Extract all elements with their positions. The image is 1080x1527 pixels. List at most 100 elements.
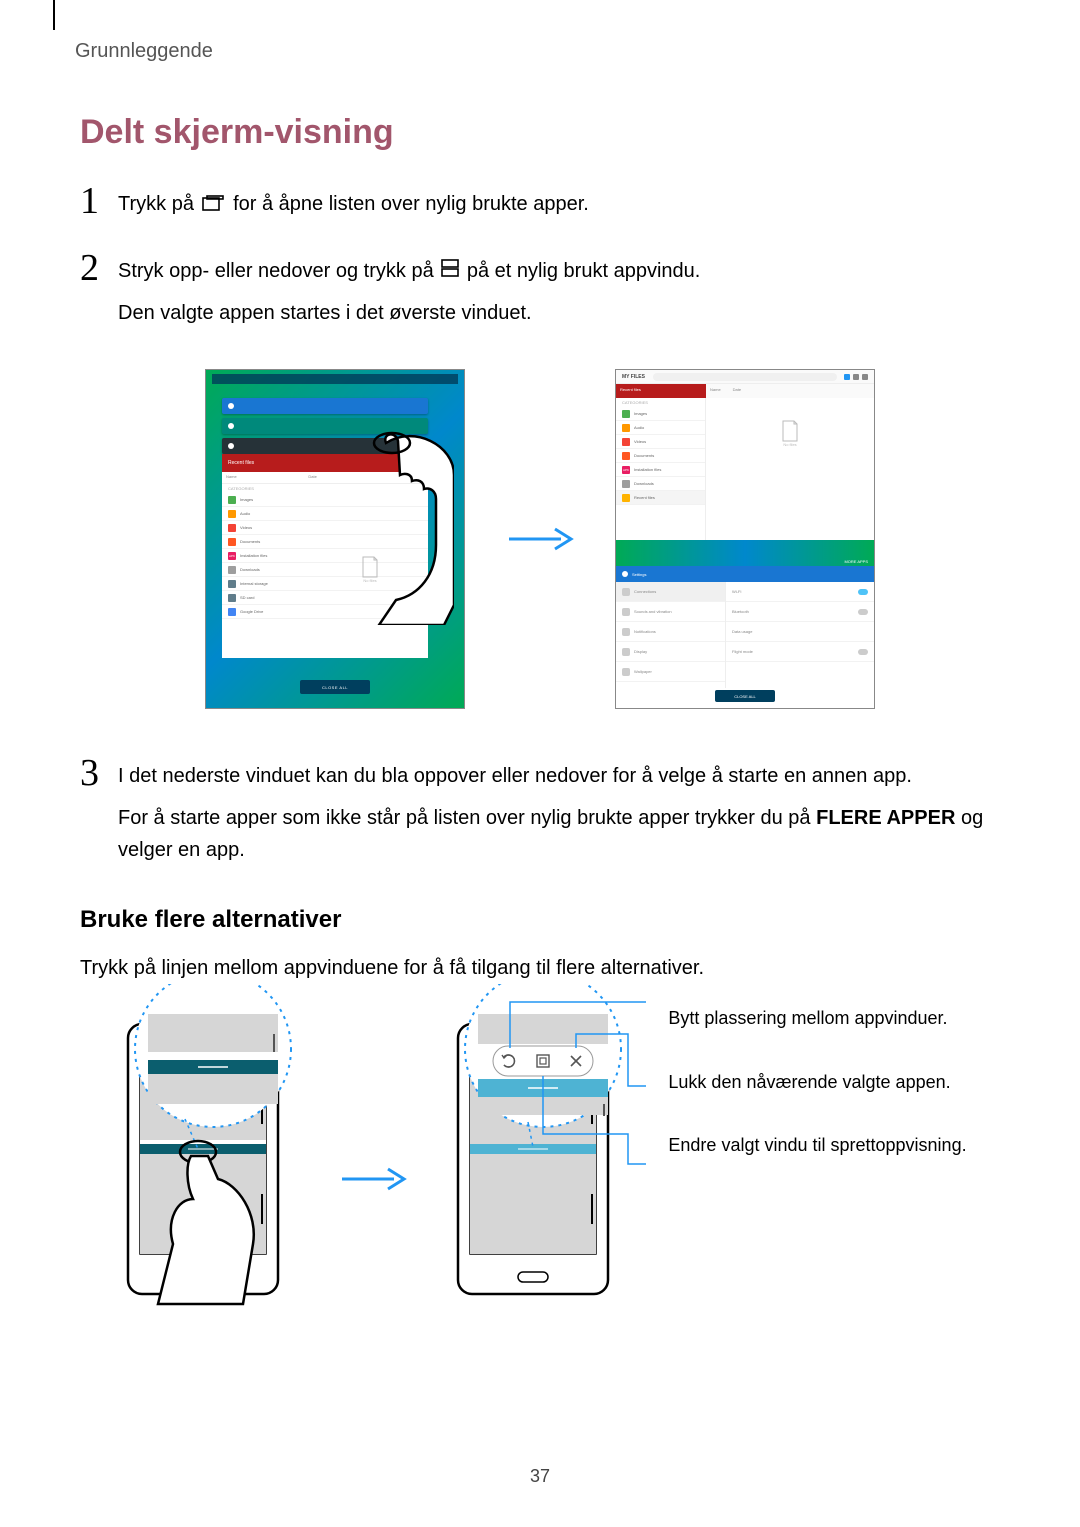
- split-icon: [441, 255, 459, 287]
- text: Videos: [634, 439, 646, 444]
- list-item: Images: [616, 407, 705, 421]
- apk-icon: APK: [228, 552, 236, 560]
- text: Wallpaper: [634, 669, 652, 674]
- text: No files: [783, 442, 796, 447]
- step-number: 3: [80, 754, 118, 792]
- documents-icon: [622, 452, 630, 460]
- sub-heading: Bruke flere alternativer: [80, 906, 1000, 934]
- images-icon: [622, 410, 630, 418]
- list-item: Flight mode: [726, 642, 874, 662]
- list-item: Data usage: [726, 622, 874, 642]
- status-bar: [212, 374, 458, 384]
- text: Bluetooth: [732, 609, 749, 614]
- text: I det nederste vinduet kan du bla oppove…: [118, 760, 1000, 792]
- file-icon: [781, 420, 799, 442]
- text: Videos: [240, 525, 252, 530]
- list-item: Sounds and vibration: [616, 602, 725, 622]
- text: MY FILES: [622, 374, 645, 380]
- section-header: Recent files Name Date: [616, 384, 874, 398]
- app-icon: [228, 423, 234, 429]
- list-item: APK Installation files: [616, 463, 705, 477]
- audio-icon: [228, 510, 236, 518]
- text: Trykk på: [118, 193, 200, 215]
- text: Stryk opp- eller nedover og trykk på: [118, 260, 439, 282]
- text: For å starte apper som ikke står på list…: [118, 807, 816, 829]
- text: Audio: [634, 425, 644, 430]
- callout-close: Lukk den nåværende valgte appen.: [668, 1070, 966, 1095]
- recents-icon: [202, 189, 226, 221]
- left-column: CATEGORIES Images Audio Videos Documents…: [616, 398, 706, 540]
- text: Downloads: [240, 567, 260, 572]
- internal-icon: [228, 580, 236, 588]
- text: Installation files: [240, 553, 267, 558]
- text: på et nylig brukt appvindu.: [467, 260, 701, 282]
- list-item: Wallpaper: [616, 662, 725, 682]
- display-icon: [622, 648, 630, 656]
- text: Images: [240, 497, 253, 502]
- text: Downloads: [634, 481, 654, 486]
- list-item: Audio: [616, 421, 705, 435]
- text: Date: [304, 472, 320, 483]
- app-icon: [228, 403, 234, 409]
- step-number: 1: [80, 182, 118, 220]
- text: Sounds and vibration: [634, 609, 672, 614]
- title-bar: MY FILES: [616, 370, 874, 384]
- text: Name: [222, 472, 304, 483]
- callout-swap: Bytt plassering mellom appvinduer.: [668, 1006, 966, 1031]
- list-item: Display: [616, 642, 725, 662]
- callouts: Bytt plassering mellom appvinduer. Lukk …: [668, 976, 966, 1196]
- action-icon: [844, 374, 850, 380]
- settings-body: Connections Sounds and vibration Notific…: [616, 582, 874, 688]
- screenshot-recents: Recent files Name Date CATEGORIES Images…: [205, 369, 465, 709]
- text: Images: [634, 411, 647, 416]
- downloads-icon: [228, 566, 236, 574]
- list-item: Notifications: [616, 622, 725, 642]
- audio-icon: [622, 424, 630, 432]
- text: Recent files: [228, 460, 254, 466]
- downloads-icon: [622, 480, 630, 488]
- text: MORE APPS: [844, 559, 868, 564]
- text: Google Drive: [240, 609, 263, 614]
- page-number: 37: [530, 1466, 550, 1487]
- notifications-icon: [622, 628, 630, 636]
- text: Settings: [632, 572, 646, 577]
- text: Name: [710, 387, 721, 395]
- close-all-button: CLOSE ALL: [715, 690, 775, 702]
- text: Notifications: [634, 629, 656, 634]
- text: Display: [634, 649, 647, 654]
- text: Recent files: [616, 384, 706, 398]
- margin-line: [53, 0, 55, 30]
- text: Wi-Fi: [732, 589, 741, 594]
- app-icon: [228, 443, 234, 449]
- step-1: 1 Trykk på for å åpne listen over nylig …: [80, 182, 1000, 231]
- sdcard-icon: [228, 594, 236, 602]
- search-bar: [653, 373, 837, 381]
- step-body: Trykk på for å åpne listen over nylig br…: [118, 182, 589, 231]
- list-item: Recent files: [616, 491, 705, 505]
- text: SD card: [240, 595, 254, 600]
- text: Recent files: [634, 495, 655, 500]
- text: Audio: [240, 511, 250, 516]
- apk-icon: APK: [622, 466, 630, 474]
- right-column: No files: [706, 398, 874, 540]
- step-2: 2 Stryk opp- eller nedover og trykk på p…: [80, 249, 1000, 340]
- text: CLOSE ALL: [322, 685, 348, 690]
- top-pane: MY FILES Recent files Name Date CATEGORI…: [616, 370, 874, 540]
- settings-icon: [622, 571, 628, 577]
- text: CLOSE ALL: [734, 694, 756, 699]
- settings-header: Settings: [616, 566, 874, 582]
- arrow-icon: [505, 524, 575, 554]
- videos-icon: [228, 524, 236, 532]
- breadcrumb: Grunnleggende: [75, 40, 1000, 63]
- text: Documents: [240, 539, 260, 544]
- videos-icon: [622, 438, 630, 446]
- settings-right: Wi-Fi Bluetooth Data usage Flight mode: [726, 582, 874, 688]
- toggle-icon: [858, 649, 868, 655]
- text: Date: [733, 387, 741, 395]
- settings-left: Connections Sounds and vibration Notific…: [616, 582, 726, 688]
- step-body: Stryk opp- eller nedover og trykk på på …: [118, 249, 700, 340]
- callout-popup: Endre valgt vindu til sprettoppvisning.: [668, 1133, 966, 1158]
- recent-icon: [622, 494, 630, 502]
- toggle-icon: [858, 589, 868, 595]
- text: Installation files: [634, 467, 661, 472]
